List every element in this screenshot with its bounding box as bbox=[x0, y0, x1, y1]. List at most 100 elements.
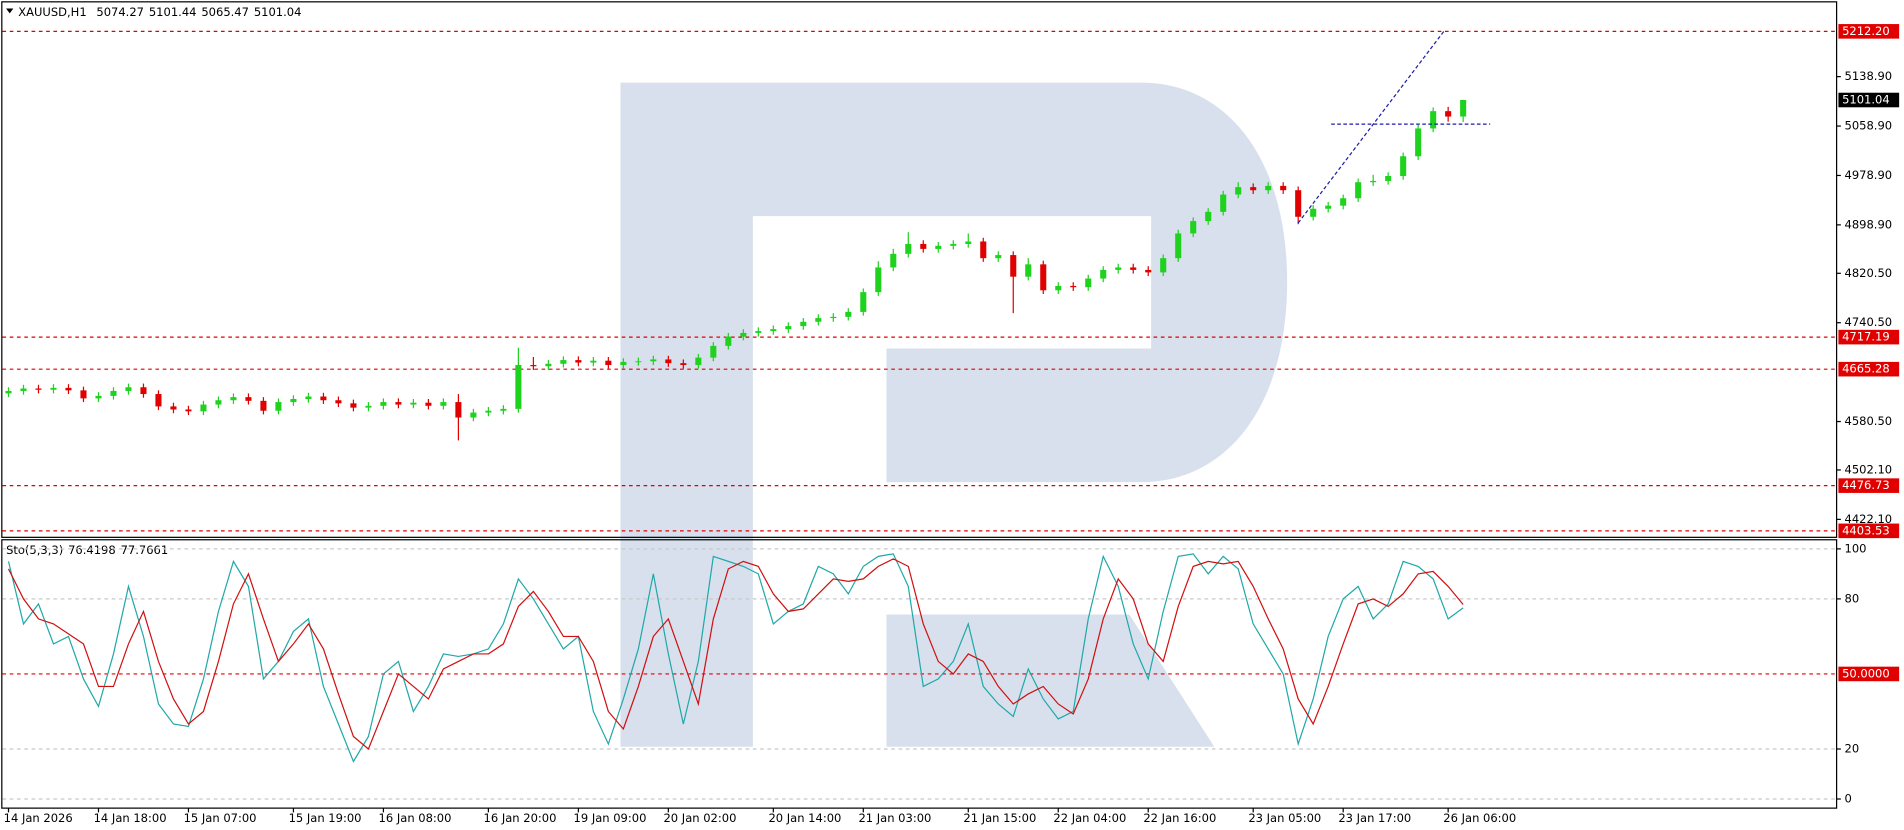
x-tick-label: 16 Jan 20:00 bbox=[484, 811, 557, 825]
candle-body bbox=[1430, 111, 1437, 129]
candle-body bbox=[410, 402, 417, 405]
candle-body bbox=[1355, 182, 1362, 199]
candle-body bbox=[1460, 100, 1467, 117]
level-label: 4717.19 bbox=[1842, 330, 1890, 344]
level-label-box bbox=[1838, 361, 1900, 377]
candle-body bbox=[515, 365, 522, 409]
x-tick-label: 19 Jan 09:00 bbox=[574, 811, 647, 825]
x-tick-label: 22 Jan 04:00 bbox=[1053, 811, 1126, 825]
candle-body bbox=[245, 397, 252, 401]
candle-body bbox=[485, 410, 492, 413]
x-tick-label: 20 Jan 14:00 bbox=[768, 811, 841, 825]
candle-body bbox=[440, 402, 447, 406]
current-price-label: 5101.04 bbox=[1842, 93, 1890, 107]
candle-body bbox=[1310, 208, 1317, 217]
candle-body bbox=[1160, 258, 1167, 273]
candle-body bbox=[110, 390, 117, 396]
candle-body bbox=[1130, 267, 1137, 270]
candle-body bbox=[575, 360, 582, 363]
candle-body bbox=[1340, 198, 1347, 206]
candle-body bbox=[1025, 264, 1032, 277]
signal-value: 77.7661 bbox=[121, 543, 169, 557]
x-tick-label: 23 Jan 05:00 bbox=[1248, 811, 1321, 825]
chart-header: XAUUSD,H1 5074.27 5101.44 5065.47 5101.04 bbox=[18, 5, 301, 19]
x-tick-label: 23 Jan 17:00 bbox=[1338, 811, 1411, 825]
candle-body bbox=[920, 243, 927, 249]
candle-body bbox=[335, 400, 342, 404]
trend-line bbox=[1297, 29, 1446, 224]
open-value: 5074.27 bbox=[96, 5, 144, 19]
candle-body bbox=[365, 405, 372, 408]
candle-body bbox=[290, 398, 297, 403]
x-tick-label: 14 Jan 18:00 bbox=[94, 811, 167, 825]
level-label-box bbox=[1838, 329, 1900, 345]
candle-body bbox=[665, 359, 672, 364]
candle-body bbox=[185, 409, 192, 412]
candle-body bbox=[770, 329, 777, 332]
candle-body bbox=[1055, 285, 1062, 291]
y-tick-label: 80 bbox=[1845, 591, 1860, 605]
candle-body bbox=[230, 397, 237, 401]
candle-body bbox=[740, 332, 747, 337]
y-tick-label: 5138.90 bbox=[1845, 69, 1893, 83]
candle-body bbox=[995, 255, 1002, 259]
candle-body bbox=[830, 316, 837, 319]
symbol: XAUUSD,H1 bbox=[18, 5, 86, 19]
candle-body bbox=[155, 394, 162, 407]
candle-body bbox=[1010, 255, 1017, 277]
candle-body bbox=[785, 326, 792, 330]
candle-body bbox=[1070, 285, 1077, 288]
price-panel bbox=[1, 1, 1838, 538]
candle-body bbox=[725, 336, 732, 346]
candle-body bbox=[800, 321, 807, 327]
x-tick-label: 26 Jan 06:00 bbox=[1443, 811, 1516, 825]
candle-body bbox=[530, 365, 537, 367]
level-label-box bbox=[1838, 523, 1900, 539]
level-label: 50.0000 bbox=[1842, 666, 1890, 680]
candle-body bbox=[1115, 267, 1122, 270]
indicator-panel bbox=[1, 539, 1838, 809]
candle-body bbox=[275, 402, 282, 411]
candle-body bbox=[1265, 185, 1272, 191]
candle-body bbox=[890, 253, 897, 268]
candle-body bbox=[260, 400, 267, 411]
candle-body bbox=[965, 241, 972, 244]
candle-body bbox=[605, 360, 612, 366]
candle-body bbox=[500, 408, 507, 411]
candle-body bbox=[320, 396, 327, 401]
current-price-label-box bbox=[1838, 92, 1900, 108]
candle-body bbox=[620, 361, 627, 366]
level-label: 4476.73 bbox=[1842, 478, 1890, 492]
candle-body bbox=[1250, 187, 1257, 191]
y-tick-label: 4978.90 bbox=[1845, 168, 1893, 182]
x-tick-label: 16 Jan 08:00 bbox=[379, 811, 452, 825]
candle-body bbox=[1235, 187, 1242, 195]
candle-body bbox=[875, 267, 882, 293]
candle-body bbox=[680, 363, 687, 366]
candle-body bbox=[35, 388, 42, 390]
candle-body bbox=[395, 402, 402, 405]
candle-body bbox=[1145, 269, 1152, 273]
indicator-title: Sto(5,3,3) bbox=[6, 543, 63, 557]
x-tick-label: 22 Jan 16:00 bbox=[1143, 811, 1216, 825]
low-value: 5065.47 bbox=[201, 5, 249, 19]
candle-body bbox=[125, 387, 132, 391]
candle-body bbox=[1385, 176, 1392, 181]
level-label-box bbox=[1838, 24, 1900, 39]
y-tick-label: 4502.10 bbox=[1845, 462, 1893, 476]
candle-body bbox=[215, 400, 222, 405]
candle-body bbox=[1220, 194, 1227, 212]
indicator-header: Sto(5,3,3) 76.4198 77.7661 bbox=[6, 543, 168, 557]
candle-body bbox=[1280, 185, 1287, 191]
y-tick-label: 20 bbox=[1845, 741, 1860, 755]
indicator-line bbox=[7, 553, 1464, 763]
candle-body bbox=[545, 363, 552, 367]
candle-body bbox=[170, 406, 177, 410]
watermark-logo bbox=[620, 82, 1288, 747]
y-tick-label: 4820.50 bbox=[1845, 266, 1893, 280]
y-tick-label: 4740.50 bbox=[1845, 315, 1893, 329]
x-tick-label: 21 Jan 03:00 bbox=[858, 811, 931, 825]
candle-body bbox=[1400, 156, 1407, 177]
